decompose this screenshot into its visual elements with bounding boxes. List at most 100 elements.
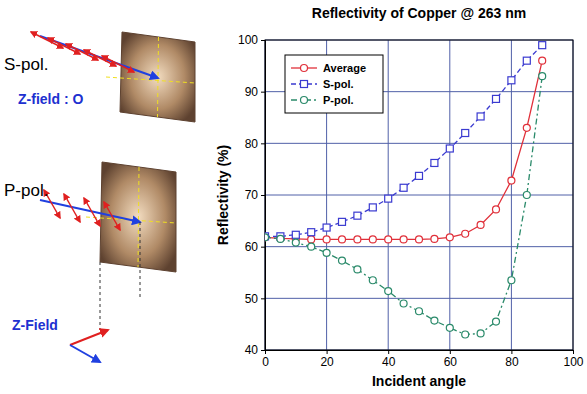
field-arrow [66,44,98,60]
series-line [265,61,542,240]
series-marker [493,318,500,325]
x-tick-label: 100 [563,355,583,369]
series-marker [416,172,423,179]
grid [265,40,573,350]
legend-label: S-pol. [323,78,354,90]
series-marker [339,236,346,243]
series-marker [416,236,423,243]
y-tick-label: 80 [245,137,259,151]
series-marker [323,224,330,231]
series-marker [431,317,438,324]
series-marker [446,145,453,152]
legend-marker [301,65,308,72]
series-marker [462,130,469,137]
series-marker [354,236,361,243]
z-arrow [70,345,100,362]
series-marker [308,229,315,236]
series-marker [292,231,299,238]
series-line [265,45,542,236]
x-tick: 80 [505,350,519,369]
panel-guide [106,77,195,83]
y-tick-label: 50 [245,292,259,306]
x-tick: 100 [563,350,583,369]
plot-frame [265,40,573,350]
series-marker [416,308,423,315]
series-marker [508,277,515,284]
series-marker [539,42,546,49]
y-tick: 100 [238,33,265,47]
series-marker [477,221,484,228]
series-marker [369,236,376,243]
series-marker [477,113,484,120]
x-tick-label: 60 [444,355,458,369]
series-marker [523,57,530,64]
x-tick-mark [450,350,451,354]
series-marker [385,195,392,202]
field-arrow [64,194,80,222]
field-arrow [104,202,120,230]
x-tick-label: 40 [382,355,396,369]
series-marker [339,218,346,225]
x-axis-line [266,351,574,355]
y-tick-mark [261,40,265,41]
field-arrow [102,56,134,72]
series-marker [277,235,284,242]
legend-label: Average [323,62,366,74]
grid-line [265,298,573,299]
y-tick-mark [261,92,265,93]
chart-root: S-pol.Z-field : OP-pol.Z-Field0204060801… [0,0,587,394]
x-tick: 60 [444,350,458,369]
y-tick: 40 [245,343,265,357]
y-tick: 90 [245,85,265,99]
x-tick-mark [573,350,574,354]
x-tick-label: 80 [505,355,519,369]
series-marker [385,236,392,243]
x-tick: 0 [262,350,269,369]
y-tick-mark [261,143,265,144]
x-tick: 40 [382,350,396,369]
series-marker [292,239,299,246]
series-marker [431,235,438,242]
diagram-label: S-pol. [4,55,48,74]
series-marker [323,249,330,256]
series-marker [539,73,546,80]
legend-marker [301,81,308,88]
series-marker [323,236,330,243]
y-tick-label: 40 [245,343,259,357]
beam-arrow [40,200,140,222]
diagram-label: P-pol. [4,181,48,200]
series-marker [308,236,315,243]
y-tick-mark [261,350,265,351]
y-tick-mark [261,247,265,248]
series-marker [539,57,546,64]
x-tick-mark [511,350,512,354]
x-tick-mark [388,350,389,354]
y-tick: 80 [245,137,265,151]
series-marker [400,184,407,191]
series-marker [369,204,376,211]
series-marker [354,266,361,273]
x-axis-title: Incident angle [372,373,466,389]
legend-box [285,55,383,113]
series-marker [369,277,376,284]
field-arrow [31,32,63,48]
series-marker [446,234,453,241]
series-marker [523,192,530,199]
z-guide [140,222,141,300]
series-marker [462,230,469,237]
x-tick-mark [327,350,328,354]
series-marker [462,331,469,338]
series-marker [431,159,438,166]
diagram-label: Z-Field [12,317,58,333]
field-arrow [48,38,80,54]
z-guide [100,262,101,330]
series-marker [339,257,346,264]
series [265,42,546,240]
series-marker [493,95,500,102]
x-axis: 020406080100 [262,350,584,369]
series-marker [354,212,361,219]
diagram-label: Z-field : O [18,91,83,107]
y-axis: 405060708090100 [238,33,266,357]
series-marker [493,206,500,213]
x-tick-label: 0 [262,355,269,369]
